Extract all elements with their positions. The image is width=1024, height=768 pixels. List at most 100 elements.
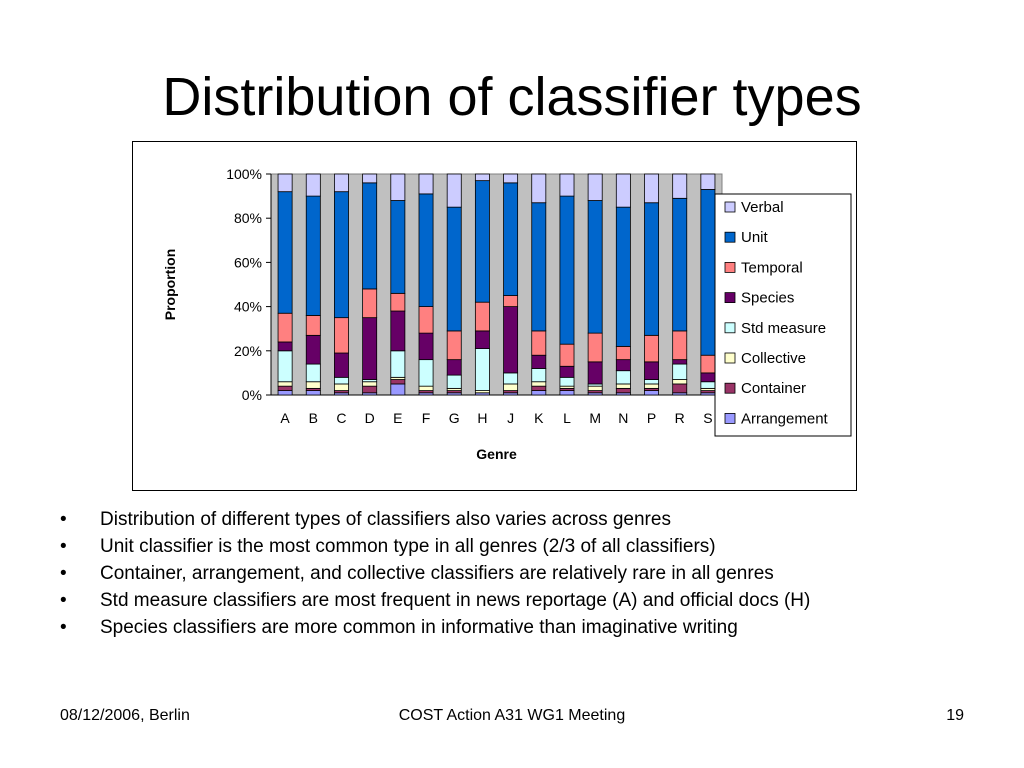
bullet-marker: •	[60, 590, 67, 611]
bullet-list: • Distribution of different types of clas…	[60, 506, 1000, 641]
bar-segment-unit	[277, 191, 293, 314]
bar-segment-verbal	[559, 173, 575, 197]
bar-segment-verbal	[644, 173, 659, 204]
bar-segment-collective	[277, 381, 293, 387]
x-tick-label: S	[703, 410, 712, 426]
x-tick-label: B	[309, 410, 318, 426]
x-tick-label: H	[477, 410, 487, 426]
slide-title: Distribution of classifier types	[162, 67, 862, 127]
bar-segment-unit	[672, 197, 688, 332]
bar-segment-unit	[362, 182, 378, 290]
x-tick-label: D	[365, 410, 375, 426]
bar-segment-temporal	[474, 301, 490, 332]
x-axis-title: Genre	[476, 446, 517, 462]
bullet-marker: •	[60, 536, 67, 557]
bar-segment-verbal	[531, 173, 547, 204]
bar-segment-unit	[503, 182, 519, 296]
slide-number: 19	[946, 707, 964, 724]
bar-segment-species	[503, 306, 519, 374]
bar-segment-std-measure	[559, 376, 575, 387]
bar-segment-container	[672, 383, 688, 394]
chart-frame: 0% 20% 40% 60% 80% 100% A B C D E F G H J K L M N P R S Genre P…	[132, 141, 857, 491]
bar-segment-unit	[700, 189, 716, 356]
bar-segment-temporal	[587, 332, 603, 363]
bar-segment-verbal	[474, 173, 490, 182]
bar-segment-verbal	[277, 173, 293, 193]
bar-segment-collective	[334, 383, 349, 391]
footer-event: COST Action A31 WG1 Meeting	[398, 707, 626, 724]
bar-segment-verbal	[587, 173, 603, 201]
x-tick-label: G	[449, 410, 460, 426]
bar-segment-std-measure	[418, 359, 434, 387]
bar-segment-std-measure	[474, 348, 490, 391]
bar-segment-temporal	[672, 330, 688, 361]
legend-swatch	[724, 352, 736, 364]
y-tick-label: 40%	[234, 299, 262, 315]
x-tick-label: J	[507, 410, 514, 426]
bar-segment-species	[362, 317, 378, 380]
bar-segment-temporal	[700, 354, 716, 374]
legend-swatch	[724, 292, 736, 304]
bullet-text: Species classifiers are more common in i…	[100, 617, 738, 638]
legend-swatch	[724, 262, 736, 273]
bar-segment-temporal	[334, 317, 349, 354]
bar-segment-species	[390, 310, 406, 352]
bullet-text: Std measure classifiers are most frequen…	[100, 590, 811, 611]
x-tick-label: F	[422, 410, 431, 426]
legend-swatch	[724, 322, 736, 334]
bar-segment-species	[615, 359, 631, 372]
bar-segment-temporal	[446, 330, 462, 361]
bar-segment-species	[418, 332, 434, 361]
legend-label: Unit	[741, 229, 769, 246]
bar-segment-std-measure	[503, 372, 519, 385]
bar-segment-std-measure	[615, 370, 631, 385]
legend-swatch	[724, 412, 736, 424]
bar-segment-container	[362, 385, 378, 394]
bar-segment-std-measure	[277, 350, 293, 383]
bar-segment-species	[672, 359, 688, 365]
bar-segment-arrangement	[644, 390, 659, 396]
bar-segment-arrangement	[390, 383, 406, 396]
x-tick-label: P	[647, 410, 656, 426]
bar-segment-verbal	[615, 173, 631, 208]
stacked-bar-chart: 0% 20% 40% 60% 80% 100% A B C D E F G H J K L M N P R S Genre P…	[162, 166, 852, 462]
bullet-text: Container, arrangement, and collective c…	[100, 563, 774, 584]
bar-segment-container	[277, 385, 293, 391]
bar-segment-species	[305, 334, 321, 365]
x-tick-label: N	[618, 410, 628, 426]
legend-label: Container	[741, 380, 806, 397]
bar-segment-verbal	[503, 173, 519, 184]
legend-label: Arrangement	[741, 410, 829, 427]
bullet-text: Unit classifier is the most common type …	[100, 536, 716, 557]
x-tick-label: R	[675, 410, 685, 426]
bar-segment-std-measure	[334, 376, 349, 385]
bar-segment-arrangement	[277, 390, 293, 396]
bar-segment-temporal	[277, 312, 293, 343]
bar-segment-species	[559, 365, 575, 378]
bar-segment-collective	[644, 383, 659, 389]
bar-segment-std-measure	[644, 379, 659, 385]
x-tick-label: L	[563, 410, 571, 426]
bar-segment-collective	[305, 381, 321, 389]
legend	[714, 193, 852, 437]
bar-segment-species	[644, 361, 659, 380]
bar-segment-verbal	[700, 173, 716, 190]
bar-segment-collective	[531, 381, 547, 387]
bar-segment-arrangement	[531, 390, 547, 396]
bar-segment-std-measure	[390, 350, 406, 378]
bullet-item: • Unit classifier is the most common type…	[60, 533, 1000, 560]
bar-segment-unit	[474, 180, 490, 303]
bar-segment-temporal	[503, 295, 519, 308]
bar-segment-unit	[305, 195, 321, 316]
x-tick-label: K	[534, 410, 544, 426]
bar-segment-species	[474, 330, 490, 349]
legend-label: Species	[741, 290, 794, 307]
bar-segment-std-measure	[672, 363, 688, 380]
y-tick-label: 60%	[234, 254, 262, 270]
legend-label: Temporal	[741, 259, 803, 276]
bar-segment-arrangement	[305, 390, 321, 396]
bar-segment-temporal	[418, 306, 434, 334]
bar-segment-species	[446, 359, 462, 376]
bar-segment-std-measure	[446, 374, 462, 389]
bar-segment-unit	[446, 206, 462, 332]
